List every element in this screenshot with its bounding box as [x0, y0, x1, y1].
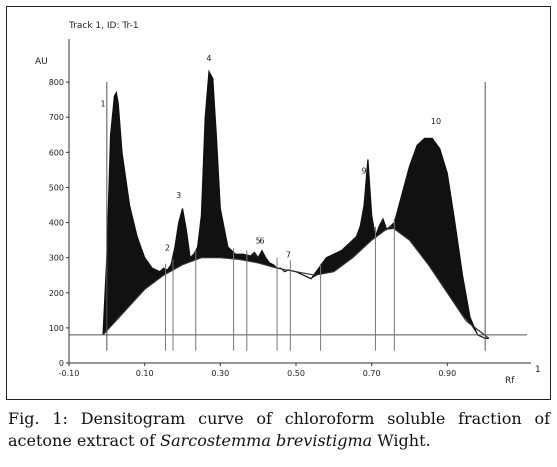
peak-label: 9 — [362, 166, 367, 175]
peak-label: 5 — [256, 237, 261, 246]
caption-suffix: Wight. — [372, 431, 431, 450]
caption-prefix: Fig. 1: Densitogram curve of chloroform … — [8, 409, 550, 450]
y-tick-label: 800 — [49, 78, 64, 87]
peak-label: 1 — [101, 100, 106, 109]
chart-title: Track 1, ID: Tr-1 — [68, 21, 139, 31]
x-tick-label: 0.50 — [287, 369, 305, 378]
baseline-line — [102, 225, 490, 339]
x-tick-label: 0.70 — [363, 369, 381, 378]
densitogram-figure: Track 1, ID: Tr-1 AU Rf 1 0 100 200 300 400 5… — [6, 6, 551, 400]
peak-label: 4 — [206, 54, 211, 63]
y-tick-label: 100 — [49, 324, 64, 333]
x-tick-label: 0.90 — [438, 369, 456, 378]
y-axis-label: AU — [35, 57, 48, 67]
y-tick-label: 200 — [49, 289, 64, 298]
y-tick-label: 300 — [49, 254, 64, 263]
densitogram-chart: Track 1, ID: Tr-1 AU Rf 1 0 100 200 300 400 5… — [35, 21, 541, 386]
x-tick-label: -0.10 — [59, 369, 80, 378]
y-tick-label: 600 — [49, 148, 64, 157]
peak-label: 7 — [286, 251, 291, 260]
y-tick-label: 500 — [49, 183, 64, 192]
x-axis-label: Rf — [505, 376, 515, 386]
x-tick-label: 0.30 — [211, 369, 229, 378]
signal-line — [102, 69, 489, 339]
peak-label: 10 — [431, 117, 441, 126]
peak-label: 6 — [259, 237, 264, 246]
y-tick-label: 700 — [49, 113, 64, 122]
caption-species: Sarcostemma brevistigma — [160, 431, 373, 450]
corner-label: 1 — [535, 365, 541, 375]
peak-label: 2 — [165, 244, 170, 253]
peak-area — [103, 71, 489, 339]
figure-caption: Fig. 1: Densitogram curve of chloroform … — [8, 408, 550, 452]
peak-label: 3 — [176, 191, 181, 200]
y-tick-label: 400 — [49, 219, 64, 228]
y-tick-label: 0 — [59, 359, 64, 368]
x-tick-label: 0.10 — [136, 369, 154, 378]
